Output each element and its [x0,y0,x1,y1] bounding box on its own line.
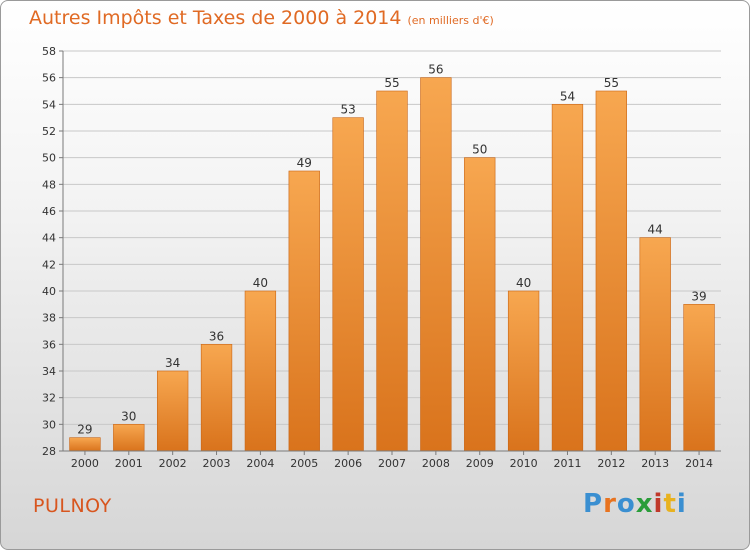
bar-value-label: 30 [121,409,136,423]
logo-letter: r [603,489,617,519]
x-tick-label: 2007 [378,457,406,470]
bar-value-label: 29 [77,423,92,437]
bar-value-label: 50 [472,143,487,157]
x-tick-label: 2012 [597,457,625,470]
y-tick-label: 52 [42,125,56,138]
x-tick-label: 2013 [641,457,669,470]
bar [200,344,233,452]
bar-value-label: 34 [165,356,180,370]
axes: 28 30 32 34 36 38 40 42 44 46 48 50 52 54 56 58 2000 2001… [42,45,721,470]
bar-value-label: 53 [340,103,355,117]
y-tick-label: 36 [42,338,56,351]
y-tick-label: 56 [42,72,56,85]
logo-letter: t [663,489,677,519]
y-tick-label: 46 [42,205,56,218]
x-tick-label: 2001 [115,457,143,470]
bar-value-label: 40 [253,276,268,290]
bar-value-label: 40 [516,276,531,290]
proxiti-logo: Proxiti [583,489,687,519]
bar [288,170,320,452]
commune-name: PULNOY [33,495,112,517]
bar [595,90,627,452]
bar-value-label: 54 [560,89,575,103]
x-tick-label: 2011 [553,457,581,470]
bar [551,104,584,452]
x-tick-label: 2006 [334,457,362,470]
logo-letter: o [616,489,636,519]
chart-subtitle: (en milliers d'€) [407,14,494,27]
x-tick-label: 2009 [466,457,494,470]
x-tick-label: 2008 [422,457,450,470]
bar [464,157,496,452]
bar [157,370,189,452]
bar [376,90,408,452]
bar-value-label: 39 [691,289,706,303]
y-tick-label: 34 [42,365,56,378]
y-tick-label: 28 [42,445,56,458]
logo-letter: i [653,489,664,519]
bar [69,437,101,452]
y-tick-label: 32 [42,392,56,405]
x-tick-label: 2010 [510,457,538,470]
x-tick-label: 2004 [246,457,274,470]
bar [683,304,715,452]
x-tick-label: 2000 [71,457,99,470]
y-tick-label: 30 [42,418,56,431]
y-tick-label: 42 [42,258,56,271]
bar [507,290,540,452]
x-tick-label: 2014 [685,457,713,470]
y-tick-label: 38 [42,312,56,325]
bar [420,77,452,452]
bar-value-label: 36 [209,329,224,343]
y-tick-label: 48 [42,178,56,191]
x-tick-label: 2002 [159,457,187,470]
y-tick-label: 58 [42,45,56,58]
bar [244,290,277,452]
bar [639,237,671,452]
logo-letter: x [635,489,654,519]
bar-value-label: 55 [384,76,399,90]
logo-letter: P [583,489,604,519]
bar-value-label: 44 [648,223,663,237]
bar-value-label: 49 [297,156,312,170]
y-tick-label: 40 [42,285,56,298]
bar-value-label: 56 [428,63,443,77]
chart-title-text: Autres Impôts et Taxes de 2000 à 2014 [29,7,402,29]
bar-value-label: 55 [604,76,619,90]
bar [113,424,145,452]
x-tick-label: 2003 [203,457,231,470]
y-tick-label: 44 [42,232,56,245]
chart-title: Autres Impôts et Taxes de 2000 à 2014 (en… [29,7,494,29]
bar [332,117,364,452]
y-tick-label: 50 [42,152,56,165]
x-tick-label: 2005 [290,457,318,470]
bars: 29 30 34 36 40 49 53 55 56 50 40 54 55 44 39 [69,63,715,452]
y-tick-label: 54 [42,98,56,111]
logo-letter: i [676,489,687,519]
